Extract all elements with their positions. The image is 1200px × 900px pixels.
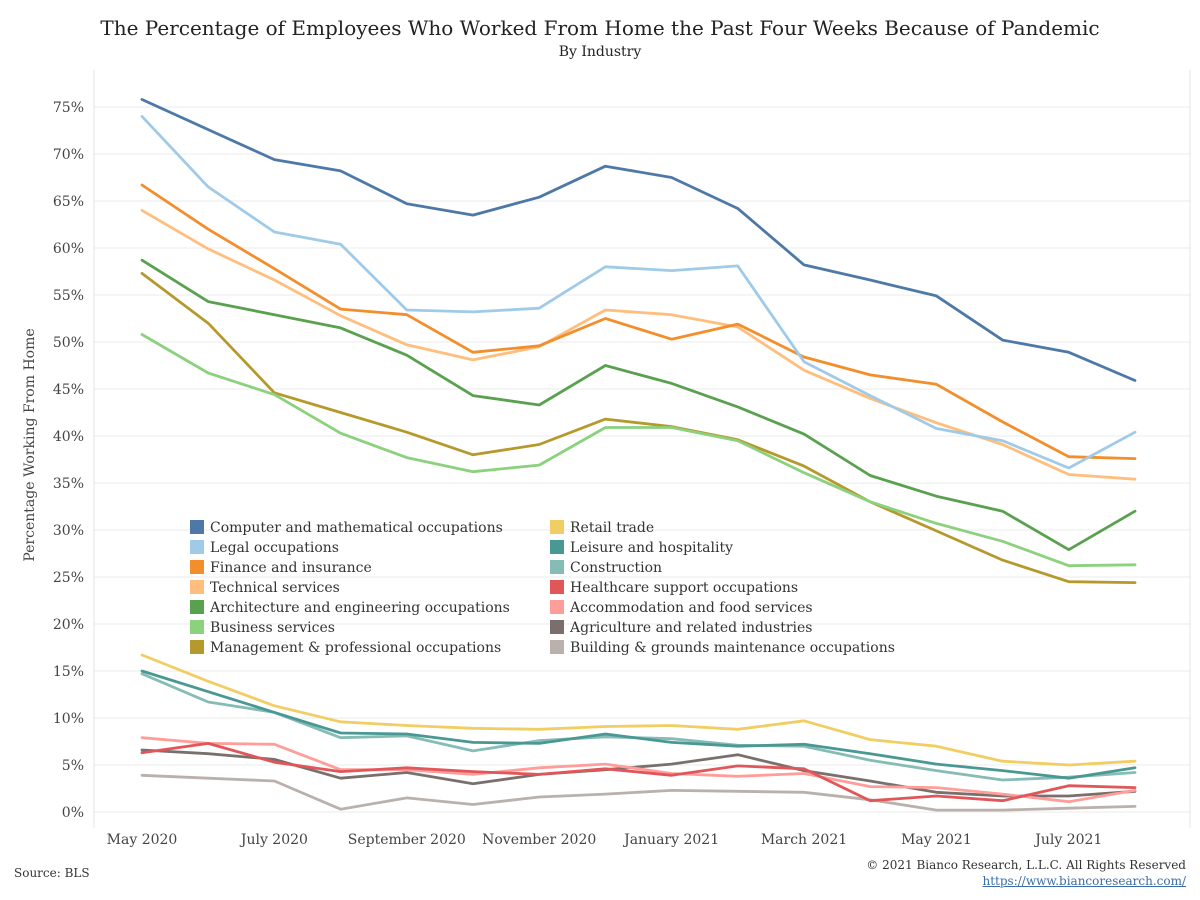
legend-label: Architecture and engineering occupations [209, 600, 510, 616]
x-axis-ticks: May 2020 July 2020 September 2020 November … [107, 832, 1103, 848]
x-tick-label: January 2021 [622, 832, 719, 848]
y-tick-label: 25% [53, 570, 84, 586]
x-tick-label: May 2020 [107, 832, 178, 848]
legend-swatch [190, 520, 204, 534]
legend-label: Finance and insurance [210, 560, 372, 576]
y-tick-label: 0% [62, 805, 84, 821]
series-line [140, 742, 1137, 803]
y-axis-ticks: 0% 5% 10% 15% 20% 25% 30% 35% 40% 45% 50% 55% 60% 65%… [53, 100, 84, 821]
y-tick-label: 45% [53, 382, 84, 398]
legend-swatch [190, 600, 204, 614]
website-link[interactable]: https://www.biancoresearch.com/ [982, 874, 1186, 888]
copyright-note: © 2021 Bianco Research, L.L.C. All Right… [866, 858, 1186, 872]
legend-swatch [550, 580, 564, 594]
series-line [140, 773, 1137, 812]
y-axis-label: Percentage Working From Home [22, 328, 38, 561]
y-tick-label: 15% [53, 664, 84, 680]
x-tick-label: May 2021 [901, 832, 972, 848]
series-line [140, 333, 1137, 568]
legend-swatch [550, 620, 564, 634]
y-tick-label: 5% [62, 758, 84, 774]
legend-label: Technical services [210, 580, 340, 596]
series-line [140, 653, 1137, 767]
series-line [140, 115, 1137, 470]
series-line [140, 98, 1137, 382]
legend: Computer and mathematical occupations Leg… [190, 520, 895, 656]
legend-label: Building & grounds maintenance occupatio… [570, 640, 895, 656]
legend-swatch [190, 580, 204, 594]
series-lines [140, 98, 1137, 812]
series-line [140, 258, 1137, 552]
y-tick-label: 10% [53, 711, 84, 727]
legend-swatch [190, 540, 204, 554]
y-tick-label: 65% [53, 194, 84, 210]
x-tick-label: July 2020 [239, 832, 308, 848]
chart-title: The Percentage of Employees Who Worked F… [100, 16, 1100, 40]
source-note: Source: BLS [14, 866, 90, 880]
legend-swatch [190, 640, 204, 654]
legend-label: Construction [570, 560, 662, 576]
legend-swatch [550, 560, 564, 574]
legend-swatch [190, 560, 204, 574]
series-line [140, 748, 1137, 798]
legend-label: Computer and mathematical occupations [210, 520, 503, 536]
y-tick-label: 35% [53, 476, 84, 492]
x-tick-label: November 2020 [482, 832, 596, 848]
gridlines [93, 70, 1191, 828]
y-tick-label: 50% [53, 335, 84, 351]
legend-label: Retail trade [570, 520, 654, 536]
legend-label: Business services [210, 620, 335, 636]
y-tick-label: 75% [53, 100, 84, 116]
legend-label: Healthcare support occupations [570, 580, 798, 596]
legend-swatch [190, 620, 204, 634]
series-line [140, 183, 1137, 461]
y-tick-label: 40% [53, 429, 84, 445]
y-tick-label: 55% [53, 288, 84, 304]
chart-subtitle: By Industry [558, 44, 642, 60]
legend-swatch [550, 540, 564, 554]
x-tick-label: September 2020 [348, 832, 466, 848]
y-tick-label: 70% [53, 147, 84, 163]
legend-label: Agriculture and related industries [569, 620, 812, 636]
x-tick-label: March 2021 [761, 832, 847, 848]
series-line [140, 736, 1137, 804]
y-tick-label: 60% [53, 241, 84, 257]
legend-label: Legal occupations [210, 540, 339, 556]
legend-swatch [550, 600, 564, 614]
legend-label: Accommodation and food services [569, 600, 813, 616]
y-tick-label: 20% [53, 617, 84, 633]
y-tick-label: 30% [53, 523, 84, 539]
series-line [140, 669, 1137, 780]
legend-swatch [550, 640, 564, 654]
series-line [140, 271, 1137, 584]
x-tick-label: July 2021 [1033, 832, 1102, 848]
legend-label: Leisure and hospitality [570, 540, 733, 556]
legend-label: Management & professional occupations [210, 640, 501, 656]
legend-swatch [550, 520, 564, 534]
